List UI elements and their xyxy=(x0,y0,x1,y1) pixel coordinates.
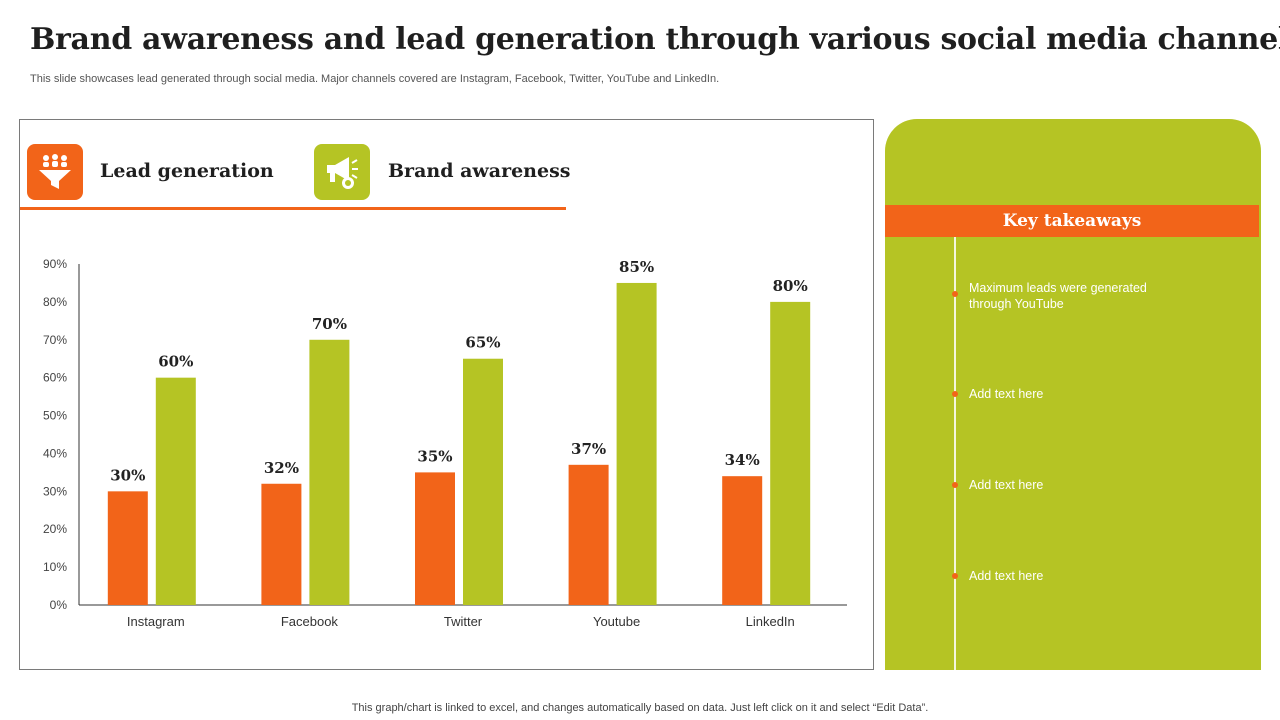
data-label: 34% xyxy=(725,451,760,469)
y-tick-label: 0% xyxy=(50,598,68,612)
y-tick-label: 30% xyxy=(43,484,67,498)
bullet-dot xyxy=(952,573,958,579)
data-label: 32% xyxy=(264,459,299,477)
takeaway-item[interactable]: Add text here xyxy=(969,387,1044,401)
data-label: 80% xyxy=(773,277,808,295)
takeaway-item[interactable]: Add text here xyxy=(969,478,1044,492)
y-tick-label: 70% xyxy=(43,333,67,347)
bar-brand-awareness xyxy=(463,358,503,605)
y-tick-label: 60% xyxy=(43,371,67,385)
data-label: 30% xyxy=(110,466,145,484)
y-tick-label: 90% xyxy=(43,257,67,271)
legend-label-lead-generation: Lead generation xyxy=(100,160,274,182)
megaphone-icon xyxy=(314,144,370,200)
bar-lead-generation xyxy=(261,483,302,605)
page-title: Brand awareness and lead generation thro… xyxy=(30,22,1280,57)
bar-chart[interactable]: 0% 10% 20% 30% 40% 50% 60% 70% 80% 90% 30% 60% Insta… xyxy=(20,120,873,669)
x-tick-label: Facebook xyxy=(281,614,339,629)
data-label: 60% xyxy=(158,353,193,371)
data-label: 70% xyxy=(312,315,347,333)
y-tick-label: 50% xyxy=(43,409,67,423)
bar-brand-awareness xyxy=(155,377,196,605)
data-label: 35% xyxy=(417,447,452,465)
footer-note: This graph/chart is linked to excel, and… xyxy=(351,702,929,714)
bullet-dot xyxy=(952,291,958,297)
bar-brand-awareness xyxy=(616,282,657,605)
takeaway-item[interactable]: Add text here xyxy=(969,569,1044,583)
legend-label-brand-awareness: Brand awareness xyxy=(388,160,571,182)
data-label: 37% xyxy=(571,440,606,458)
bar-lead-generation xyxy=(415,472,455,605)
data-label: 65% xyxy=(465,334,500,352)
key-takeaways-header: Key takeaways xyxy=(885,205,1259,237)
key-takeaways-panel: Key takeaways Maximum leads were generat… xyxy=(885,119,1261,670)
y-tick-label: 10% xyxy=(43,560,67,574)
y-tick-label: 80% xyxy=(43,295,67,309)
bullet-dot xyxy=(952,391,958,397)
data-label: 85% xyxy=(619,258,654,276)
x-tick-label: Instagram xyxy=(127,614,185,629)
bar-lead-generation xyxy=(568,464,609,605)
takeaway-item[interactable]: Maximum leads were generated through You… xyxy=(969,281,1147,311)
timeline-line xyxy=(954,237,956,670)
bar-brand-awareness xyxy=(770,301,811,605)
bar-lead-generation xyxy=(107,491,148,605)
page-subtitle: This slide showcases lead generated thro… xyxy=(30,73,720,85)
y-tick-label: 40% xyxy=(43,446,67,460)
bullet-dot xyxy=(952,482,958,488)
x-tick-label: LinkedIn xyxy=(746,614,795,629)
legend-divider xyxy=(20,207,566,210)
bar-lead-generation xyxy=(722,476,763,605)
x-tick-label: Twitter xyxy=(444,614,483,629)
funnel-people-icon xyxy=(27,144,83,200)
y-tick-label: 20% xyxy=(43,522,67,536)
bar-brand-awareness xyxy=(309,339,350,605)
x-tick-label: Youtube xyxy=(593,614,640,629)
chart-panel[interactable]: Lead generation Brand awareness 0% 10% 20%… xyxy=(19,119,874,670)
